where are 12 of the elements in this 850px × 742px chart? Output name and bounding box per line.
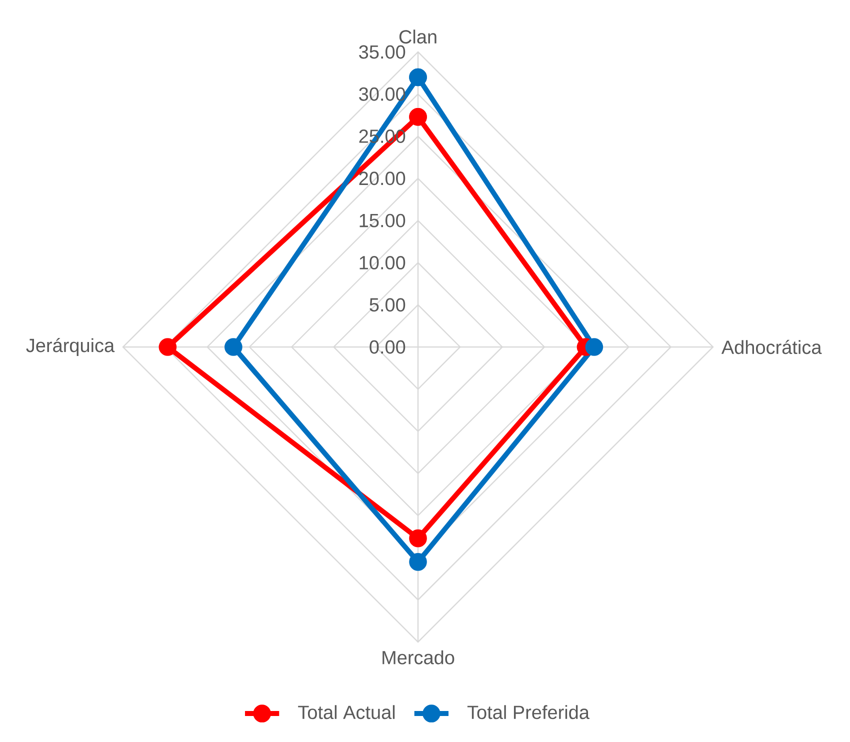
- legend-label: Total Preferida: [467, 705, 590, 720]
- spoke-label: Adhocrática: [721, 340, 822, 354]
- y-tick-label: 5.00: [370, 298, 406, 312]
- legend-label: Total Actual: [298, 705, 395, 720]
- y-tick-label: 15.00: [360, 214, 406, 228]
- y-tick-label: 35.00: [359, 45, 406, 59]
- y-tick-label: 10.00: [360, 256, 406, 270]
- spoke-label: Clan: [399, 30, 436, 44]
- spoke-label: Jerárquica: [26, 338, 115, 356]
- y-tick-label: 0.00: [370, 340, 406, 354]
- y-tick-label: 20.00: [359, 172, 406, 186]
- spoke-label: Mercado: [382, 650, 454, 664]
